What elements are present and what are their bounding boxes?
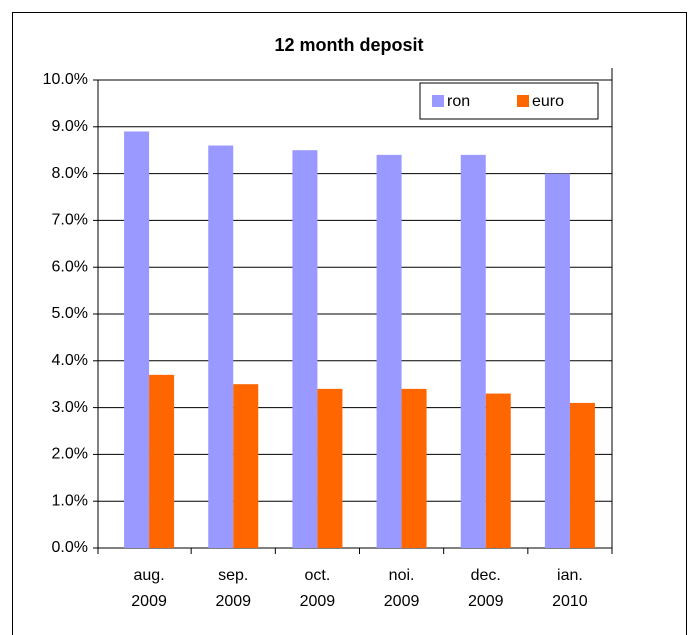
legend-label: ron (447, 93, 470, 110)
y-tick-label: 7.0% (52, 212, 88, 229)
x-tick-label: noi. 2009 (384, 567, 420, 610)
legend-swatch (432, 95, 444, 107)
y-tick-label: 4.0% (52, 352, 88, 369)
x-tick-label: dec. 2009 (468, 567, 504, 610)
bar (208, 145, 234, 548)
chart-title: 12 month deposit (274, 35, 423, 55)
bar (292, 150, 318, 548)
bar (317, 388, 343, 548)
y-tick-label: 9.0% (52, 118, 88, 135)
bar (544, 173, 570, 548)
y-tick-label: 5.0% (52, 305, 88, 322)
bar (401, 388, 427, 548)
bar (376, 154, 402, 548)
bar (569, 402, 595, 548)
x-tick-label: sep. 2009 (215, 567, 251, 610)
legend-label: euro (532, 93, 564, 110)
y-tick-label: 10.0% (43, 71, 88, 88)
y-tick-label: 1.0% (52, 492, 88, 509)
x-tick-label: aug. 2009 (131, 567, 167, 610)
bar (460, 154, 486, 548)
y-tick-label: 6.0% (52, 258, 88, 275)
y-tick-label: 2.0% (52, 446, 88, 463)
bar (149, 374, 175, 548)
x-tick-label: ian. 2010 (552, 567, 588, 610)
bar (485, 393, 511, 548)
x-tick-label: oct. 2009 (300, 567, 336, 610)
bar (233, 384, 259, 548)
y-tick-label: 3.0% (52, 399, 88, 416)
y-tick-label: 0.0% (52, 539, 88, 556)
bar (124, 131, 150, 549)
legend-swatch (517, 95, 529, 107)
y-tick-label: 8.0% (52, 165, 88, 182)
legend-box (419, 82, 599, 120)
